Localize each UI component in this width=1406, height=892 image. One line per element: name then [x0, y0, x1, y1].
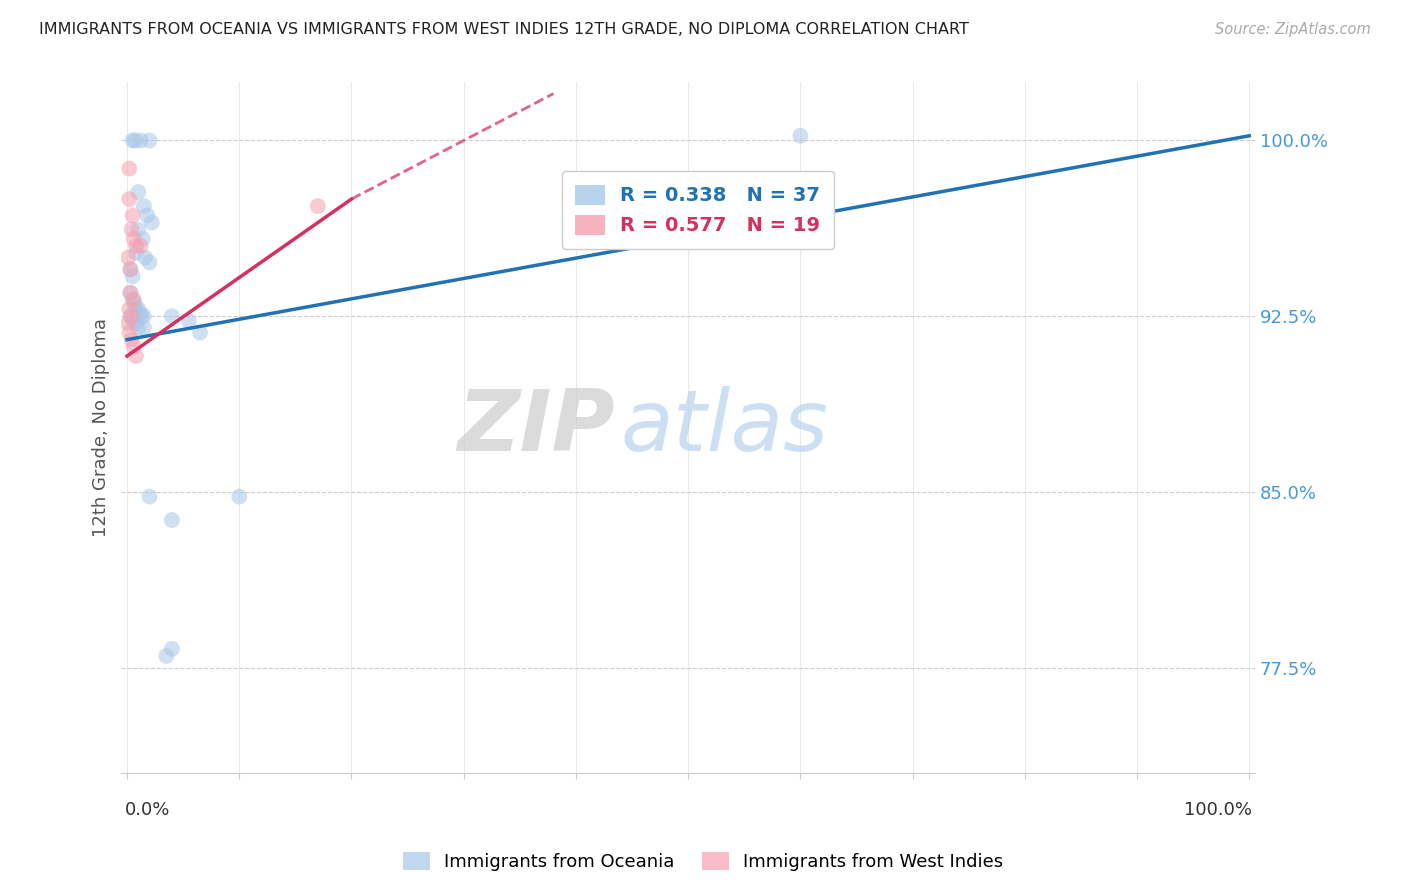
Point [160, 641, 183, 656]
Point [132, 199, 155, 213]
Point [118, 302, 141, 317]
Point [789, 128, 811, 143]
Point [120, 309, 142, 323]
Point [132, 321, 155, 335]
Text: atlas: atlas [620, 386, 828, 469]
Point [122, 232, 145, 246]
Point [125, 316, 148, 330]
Point [125, 302, 148, 317]
Point [129, 307, 152, 321]
Point [129, 239, 152, 253]
Point [177, 314, 200, 328]
Point [125, 349, 148, 363]
Point [120, 285, 142, 300]
Text: Source: ZipAtlas.com: Source: ZipAtlas.com [1215, 22, 1371, 37]
Point [138, 255, 160, 269]
Point [124, 133, 146, 147]
Point [127, 321, 149, 335]
Point [120, 262, 142, 277]
Point [134, 251, 156, 265]
Point [121, 293, 143, 307]
Point [228, 490, 250, 504]
Point [136, 209, 159, 223]
Point [117, 316, 139, 330]
Point [138, 133, 160, 147]
Point [127, 185, 149, 199]
Point [129, 133, 152, 147]
Point [125, 239, 148, 253]
Point [138, 490, 160, 504]
Point [307, 199, 329, 213]
Point [117, 251, 139, 265]
Point [141, 215, 163, 229]
Point [121, 269, 143, 284]
Point [124, 297, 146, 311]
Point [121, 314, 143, 328]
Text: ZIP: ZIP [457, 386, 614, 469]
Point [188, 326, 211, 340]
Point [120, 285, 142, 300]
Point [121, 133, 143, 147]
Text: 0.0%: 0.0% [125, 801, 170, 819]
Point [121, 333, 143, 347]
Point [127, 302, 149, 317]
Text: IMMIGRANTS FROM OCEANIA VS IMMIGRANTS FROM WEST INDIES 12TH GRADE, NO DIPLOMA CO: IMMIGRANTS FROM OCEANIA VS IMMIGRANTS FR… [39, 22, 969, 37]
Point [160, 309, 183, 323]
Point [118, 192, 141, 206]
Point [122, 293, 145, 307]
Point [118, 326, 141, 340]
Point [127, 222, 149, 236]
Point [125, 246, 148, 260]
Point [132, 232, 155, 246]
Legend: R = 0.338   N = 37, R = 0.577   N = 19: R = 0.338 N = 37, R = 0.577 N = 19 [562, 171, 834, 249]
Point [160, 513, 183, 527]
Y-axis label: 12th Grade, No Diploma: 12th Grade, No Diploma [93, 318, 110, 537]
Point [155, 648, 177, 663]
Point [121, 309, 143, 323]
Point [122, 340, 145, 354]
Point [121, 222, 143, 236]
Point [132, 309, 155, 323]
Text: 100.0%: 100.0% [1184, 801, 1251, 819]
Point [121, 209, 143, 223]
Point [120, 262, 142, 277]
Point [131, 309, 153, 323]
Point [118, 161, 141, 176]
Legend: Immigrants from Oceania, Immigrants from West Indies: Immigrants from Oceania, Immigrants from… [395, 845, 1011, 879]
